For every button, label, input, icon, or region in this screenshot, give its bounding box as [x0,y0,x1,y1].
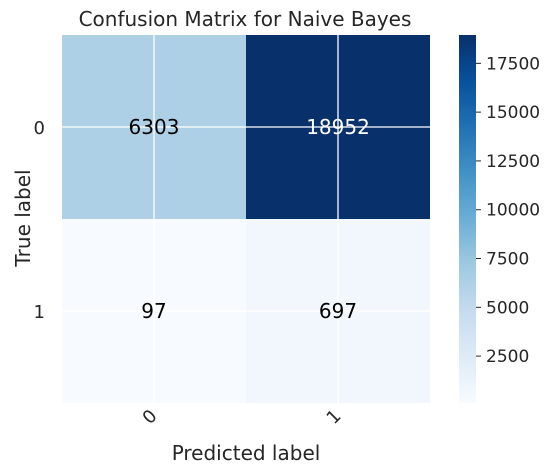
colorbar [459,35,476,403]
colorbar-tick-label: 7500 [486,250,529,270]
colorbar-ticks: 2500 5000 7500 10000 12500 15000 17500 [476,54,540,367]
x-tick-label-0: 0 [139,406,162,429]
y-tick-labels: 01 [34,118,45,323]
colorbar-tick-label: 15000 [486,103,540,123]
chart-title: Confusion Matrix for Naive Bayes [79,7,412,31]
cell-value-labels: 6303 18952 97 697 [129,115,370,323]
colorbar-tick-label: 10000 [486,201,540,221]
y-tick-label-1: 1 [34,302,45,323]
colorbar-tick-label: 17500 [486,54,540,74]
heatmap-cells [62,35,430,403]
cell-value-1-1: 697 [319,299,357,323]
heatmap-gridlines [62,35,430,403]
colorbar-tick-label: 2500 [486,347,529,367]
cell-value-1-0: 97 [141,299,166,323]
colorbar-tick-label: 12500 [486,152,540,172]
x-axis-label: Predicted label [172,441,321,465]
y-axis-label: True label [11,169,35,267]
cell-value-0-1: 18952 [306,115,370,139]
cell-value-0-0: 6303 [129,115,180,139]
x-tick-label-1: 1 [323,406,346,429]
colorbar-tick-label: 5000 [486,298,529,318]
y-tick-label-0: 0 [34,118,45,139]
